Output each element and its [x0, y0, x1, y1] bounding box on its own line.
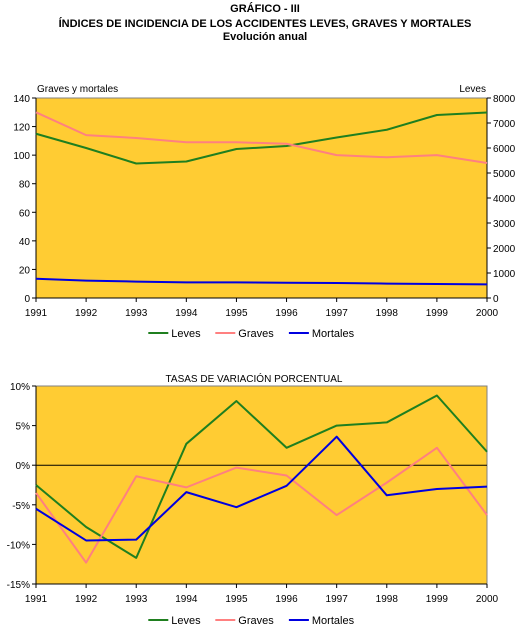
chart-label: GRÁFICO - III	[230, 3, 300, 15]
chart2-legend-label-mortales: Mortales	[312, 615, 355, 627]
chart1-right-axis-label: Leves	[459, 84, 486, 95]
chart1-plot-area	[35, 97, 488, 299]
chart-subtitle: Evolución anual	[222, 31, 308, 43]
chart1-left-tick-label: 140	[13, 94, 30, 105]
chart2-x-tick-label: 1995	[225, 594, 248, 605]
chart2-series-line-graves	[35, 446, 488, 564]
chart2-x-tick-label: 1996	[275, 594, 298, 605]
chart2-x-tick-label: 1994	[175, 594, 198, 605]
chart2-x-tick-label: 1991	[25, 594, 48, 605]
chart1-right-tick-label: 5000	[493, 169, 516, 180]
chart1-right-tick-label: 4000	[493, 194, 516, 205]
chart1-left-tick-label: 120	[13, 123, 30, 134]
chart2-y-tick-label: 0%	[16, 461, 31, 472]
chart1-left-tick-label: 100	[13, 151, 30, 162]
chart2-series-line-leves	[35, 394, 488, 559]
chart1-x-tick-label: 1995	[225, 308, 248, 319]
chart1-right-tick-label: 8000	[493, 94, 516, 105]
chart1-series-line-leves	[35, 111, 488, 165]
chart1-legend-label-mortales: Mortales	[312, 328, 355, 340]
chart1-x-tick-label: 1996	[275, 308, 298, 319]
chart1-series-line-graves	[35, 111, 488, 164]
chart2-y-tick-label: -15%	[7, 580, 30, 591]
chart1-x-tick-label: 1997	[326, 308, 349, 319]
chart2-y-tick-label: -10%	[7, 540, 30, 551]
chart1-right-tick-label: 3000	[493, 219, 516, 230]
chart1-right-tick-label: 7000	[493, 119, 516, 130]
chart2-series-line-mortales	[35, 435, 488, 542]
chart1-series-line-mortales	[35, 277, 488, 286]
chart1-x-tick-label: 1999	[426, 308, 449, 319]
chart1-x-tick-label: 1993	[125, 308, 148, 319]
chart1-legend-label-graves: Graves	[238, 328, 274, 340]
chart1-x-tick-label: 1992	[75, 308, 98, 319]
chart2-legend-label-graves: Graves	[238, 615, 274, 627]
chart1-left-tick-label: 60	[19, 208, 31, 219]
chart2-y-tick-label: 5%	[16, 422, 31, 433]
chart2-title: TASAS DE VARIACIÓN PORCENTUAL	[166, 372, 343, 385]
chart1-x-tick-label: 2000	[476, 308, 499, 319]
chart1-left-tick-label: 0	[24, 294, 30, 305]
chart1-left-tick-label: 20	[19, 265, 31, 276]
chart1-right-tick-label: 1000	[493, 269, 516, 280]
chart1-x-tick-label: 1991	[25, 308, 48, 319]
chart2-y-tick-label: 10%	[10, 382, 30, 393]
chart2-x-tick-label: 1998	[376, 594, 399, 605]
chart1-left-tick-label: 40	[19, 237, 31, 248]
chart1-x-tick-label: 1994	[175, 308, 198, 319]
chart2-legend-label-leves: Leves	[171, 615, 201, 627]
chart1-left-tick-label: 80	[19, 180, 31, 191]
chart2-x-tick-label: 2000	[476, 594, 499, 605]
chart1-right-tick-label: 2000	[493, 244, 516, 255]
chart2-y-tick-label: -5%	[12, 501, 30, 512]
chart2-x-tick-label: 1999	[426, 594, 449, 605]
chart1-legend-label-leves: Leves	[171, 328, 201, 340]
chart2-x-tick-label: 1993	[125, 594, 148, 605]
chart-title: ÍNDICES DE INCIDENCIA DE LOS ACCIDENTES …	[58, 18, 472, 30]
chart1-left-axis-label: Graves y mortales	[37, 84, 118, 95]
chart2-x-tick-label: 1992	[75, 594, 98, 605]
chart1-right-tick-label: 6000	[493, 144, 516, 155]
chart2-plot-area	[35, 385, 488, 585]
chart1-x-tick-label: 1998	[376, 308, 399, 319]
chart2-x-tick-label: 1997	[326, 594, 349, 605]
chart1-right-tick-label: 0	[493, 294, 499, 305]
